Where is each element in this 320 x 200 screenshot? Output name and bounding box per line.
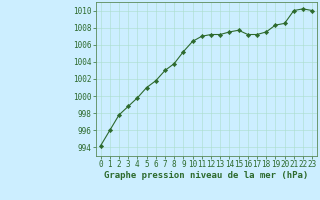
X-axis label: Graphe pression niveau de la mer (hPa): Graphe pression niveau de la mer (hPa): [104, 171, 308, 180]
